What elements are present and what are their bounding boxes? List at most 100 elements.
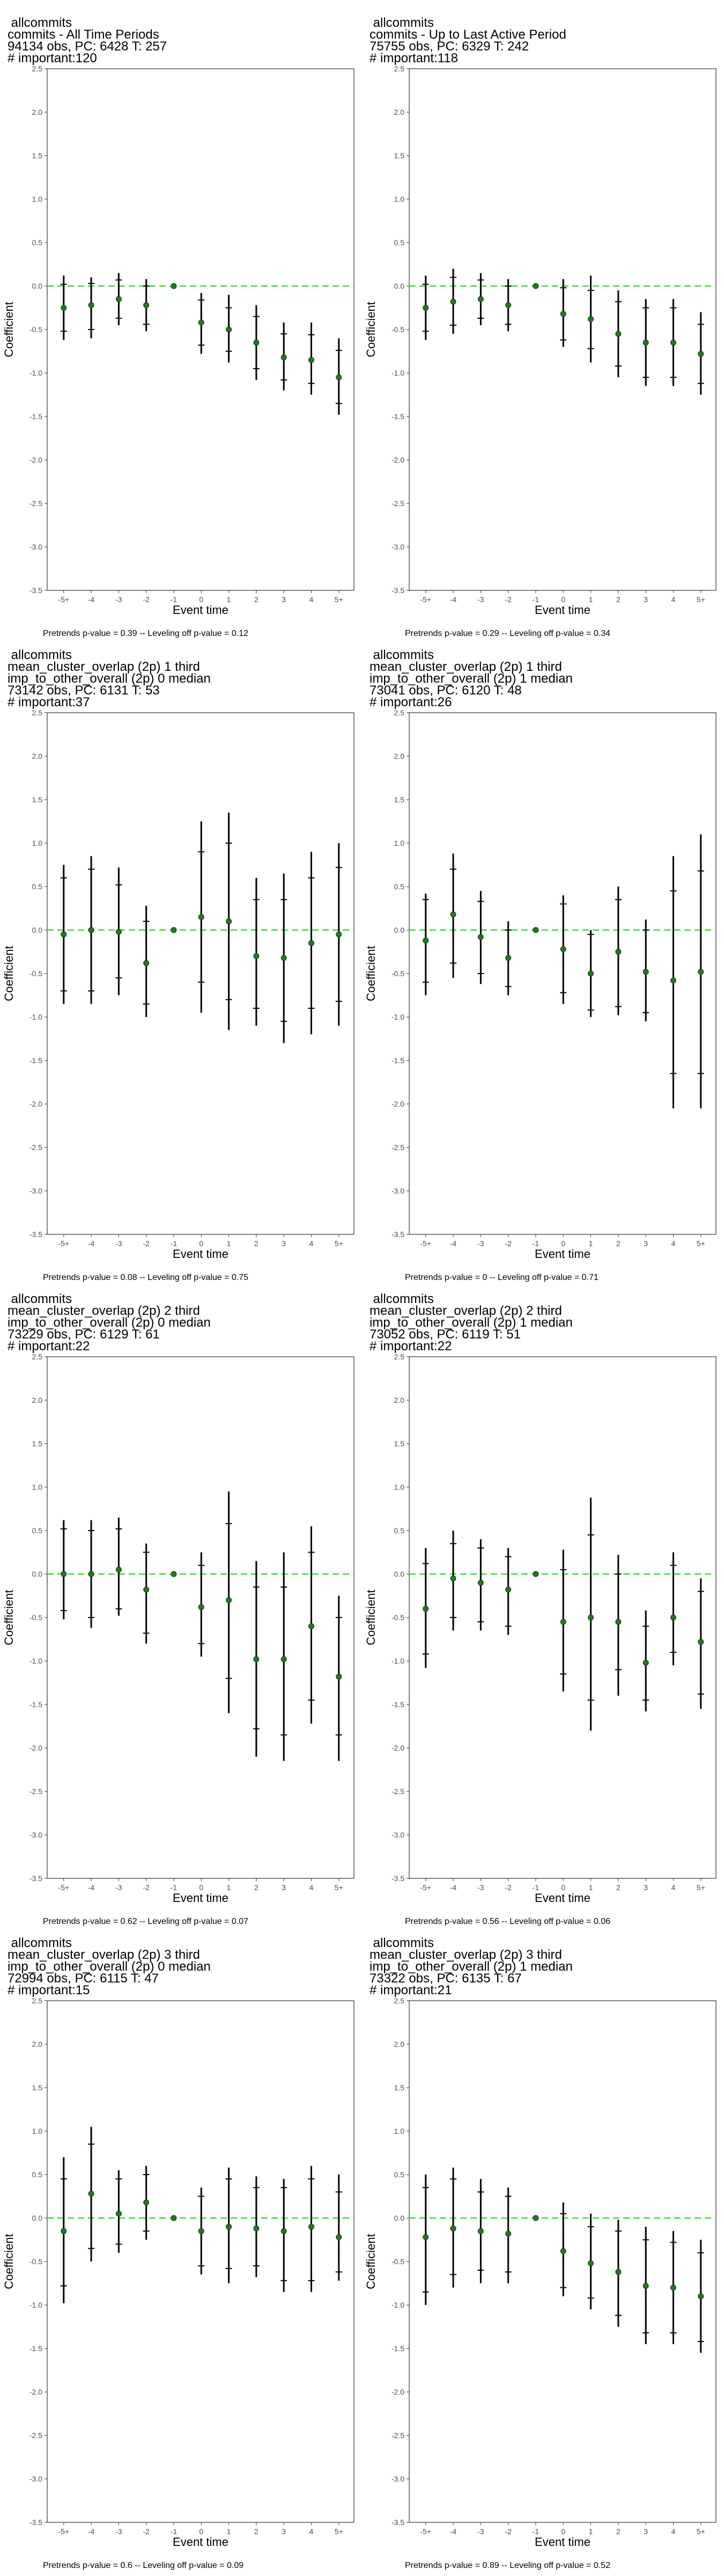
y-tick-label: -0.5 — [29, 1613, 42, 1622]
x-tick-label: -2 — [505, 595, 512, 604]
x-tick-label: -4 — [450, 1883, 457, 1892]
chart-title: allcommits — [8, 16, 72, 30]
estimate-point — [505, 955, 512, 961]
y-axis-label: Coefficient — [2, 302, 16, 357]
chart-subtitle-line: 73322 obs, PC: 6135 T: 67 — [370, 1971, 522, 1986]
estimate-point — [115, 2211, 122, 2217]
estimate-point — [143, 302, 150, 309]
y-tick-label: 1.0 — [394, 2127, 405, 2135]
y-tick-label: -0.5 — [29, 969, 42, 978]
estimate-point — [226, 1597, 232, 1604]
estimate-point — [280, 2228, 287, 2234]
y-axis-label: Coefficient — [2, 2234, 16, 2289]
y-axis-label: Coefficient — [364, 302, 378, 357]
x-tick-label: 0 — [199, 2527, 203, 2536]
estimate-point — [308, 2223, 314, 2230]
x-tick-label: 1 — [589, 1883, 593, 1892]
estimate-point — [615, 331, 622, 337]
x-tick-label: 4 — [671, 1883, 676, 1892]
y-tick-label: -3.0 — [391, 2475, 404, 2483]
x-tick-label: 5+ — [335, 1883, 343, 1892]
x-tick-label: -5+ — [58, 1883, 69, 1892]
estimate-point — [477, 2228, 484, 2234]
x-tick-label: 3 — [644, 1239, 648, 1248]
chart-plot: 2.5 2.0 1.5 1.0 0.5 0.0 -0.5 -1.0 -1.5 -2.0 -2.5 -3… — [364, 1352, 716, 1905]
x-tick-label: -1 — [533, 2527, 540, 2536]
x-tick-label: 0 — [561, 1883, 565, 1892]
chart-panel: allcommits mean_cluster_overlap (2p) 3 th… — [0, 1932, 362, 2576]
x-tick-label: 5+ — [697, 1239, 705, 1248]
x-tick-label: 0 — [561, 2527, 565, 2536]
y-tick-label: -3.0 — [391, 1831, 404, 1839]
y-tick-label: 1.5 — [394, 151, 405, 160]
chart-plot: 2.5 2.0 1.5 1.0 0.5 0.0 -0.5 -1.0 -1.5 -2.0 -2.5 -3… — [2, 1996, 354, 2549]
x-tick-label: -3 — [477, 595, 484, 604]
estimate-point — [505, 1586, 512, 1593]
y-tick-label: -1.0 — [391, 369, 404, 377]
chart-subtitle-line: imp_to_other_overall (2p) 0 median — [8, 1315, 211, 1330]
x-tick-label: 4 — [309, 595, 314, 604]
x-axis-label: Event time — [535, 2535, 590, 2549]
y-tick-label: 2.5 — [394, 1996, 405, 2005]
x-tick-label: -3 — [477, 2527, 484, 2536]
x-tick-label: -5+ — [420, 2527, 431, 2536]
chart-plot: 2.5 2.0 1.5 1.0 0.5 0.0 -0.5 -1.0 -1.5 -2.0 -2.5 -3… — [2, 708, 354, 1261]
x-tick-label: 0 — [199, 595, 203, 604]
estimate-point — [670, 1614, 676, 1621]
y-tick-label: -0.5 — [29, 2257, 42, 2266]
y-tick-label: -1.5 — [391, 412, 404, 421]
x-tick-label: 2 — [254, 2527, 258, 2536]
y-tick-label: -3.5 — [29, 586, 42, 595]
estimate-point — [61, 931, 67, 938]
chart-subtitle-line: commits - Up to Last Active Period — [370, 27, 566, 42]
x-tick-label: -4 — [450, 2527, 457, 2536]
x-axis-label: Event time — [535, 603, 590, 617]
estimate-point — [336, 931, 342, 938]
estimate-point — [336, 374, 342, 380]
y-tick-label: 2.0 — [32, 108, 43, 116]
estimate-point — [143, 1586, 150, 1593]
chart-title: allcommits — [8, 1292, 72, 1306]
x-tick-label: 1 — [589, 595, 593, 604]
estimate-point — [61, 2228, 67, 2234]
y-tick-label: -0.5 — [29, 325, 42, 334]
x-tick-label: 3 — [644, 595, 648, 604]
y-tick-label: 2.5 — [32, 64, 43, 73]
chart-title: allcommits — [370, 1292, 434, 1306]
y-tick-label: 0.0 — [394, 2214, 405, 2222]
estimate-point — [588, 970, 594, 977]
chart-footnote: Pretrends p-value = 0.62 -- Leveling off… — [43, 1917, 249, 1926]
y-tick-label: -2.5 — [29, 1143, 42, 1152]
y-tick-label: -3.5 — [29, 2518, 42, 2527]
chart-subtitle-line: 73142 obs, PC: 6131 T: 53 — [8, 683, 160, 698]
estimate-point — [615, 2268, 622, 2275]
y-tick-label: -3.0 — [391, 1187, 404, 1195]
estimate-point — [143, 960, 150, 967]
y-tick-label: -1.5 — [29, 1700, 42, 1709]
chart-subtitle-line: # important:15 — [8, 1983, 90, 1997]
estimate-point — [423, 2234, 429, 2241]
chart-header: allcommits mean_cluster_overlap (2p) 2 th… — [370, 1292, 573, 1353]
y-tick-label: -3.0 — [391, 543, 404, 551]
y-tick-label: -1.0 — [391, 1013, 404, 1021]
estimate-point — [477, 1579, 484, 1586]
y-tick-label: 2.5 — [394, 1352, 405, 1361]
chart-subtitle-line: # important:118 — [370, 51, 458, 65]
x-tick-label: 0 — [199, 1239, 203, 1248]
estimate-point — [588, 1614, 594, 1621]
y-tick-label: -3.5 — [29, 1230, 42, 1239]
y-axis-label: Coefficient — [364, 1590, 378, 1645]
estimate-point — [450, 1575, 456, 1582]
x-tick-label: -4 — [450, 1239, 457, 1248]
x-tick-label: -2 — [143, 1239, 150, 1248]
y-tick-label: -2.0 — [391, 456, 404, 464]
x-tick-label: 5+ — [697, 1883, 705, 1892]
y-tick-label: 0.0 — [32, 2214, 43, 2222]
y-tick-label: -2.5 — [29, 499, 42, 508]
estimate-point — [171, 1571, 177, 1577]
y-tick-label: 1.5 — [394, 795, 405, 804]
y-tick-label: 0.5 — [32, 238, 43, 247]
estimate-point — [198, 914, 204, 920]
chart-header: allcommits mean_cluster_overlap (2p) 2 th… — [8, 1292, 211, 1353]
x-tick-label: 2 — [254, 595, 258, 604]
